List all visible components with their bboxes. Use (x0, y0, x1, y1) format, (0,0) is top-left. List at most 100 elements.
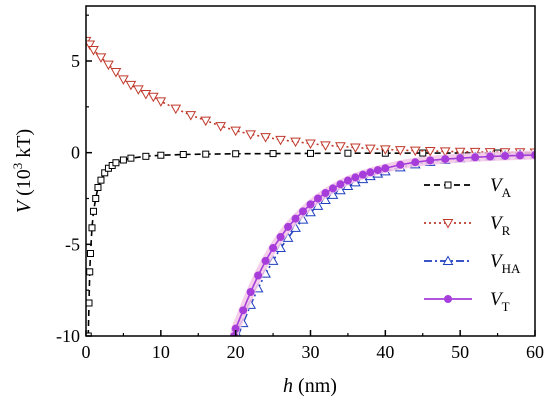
data-point-V_T (501, 151, 510, 160)
legend-swatch-marker (442, 219, 454, 229)
data-point-V_R (394, 146, 406, 156)
data-point-V_A (307, 149, 314, 157)
data-point-V_T (358, 170, 367, 179)
data-point-V_R (365, 144, 376, 155)
legend-swatch-marker (444, 181, 452, 189)
data-point-V_R (118, 75, 129, 85)
x-tick-label: 50 (451, 342, 469, 362)
data-point-V_A (344, 149, 352, 157)
data-point-V_A (119, 156, 127, 164)
data-point-V_A (94, 184, 102, 191)
legend-label-V_T: VT (490, 289, 510, 314)
data-point-V_R (95, 53, 107, 63)
legend: VA VR VHA VT (424, 175, 521, 314)
data-point-V_R (140, 90, 152, 100)
legend-swatch-marker (442, 255, 454, 265)
data-point-V_T (276, 233, 285, 241)
data-point-V_R (424, 147, 436, 157)
data-point-V_T (336, 180, 345, 189)
data-point-V_A (86, 268, 94, 276)
x-axis-title: h (nm) (283, 375, 337, 397)
series-V_A (86, 149, 535, 336)
data-point-V_R (439, 147, 451, 157)
y-tick-label: 5 (71, 51, 80, 71)
data-point-V_T (486, 152, 495, 161)
data-point-V_T (306, 200, 315, 209)
data-point-V_R (155, 97, 167, 107)
data-point-V_T (313, 194, 322, 203)
data-point-V_T (239, 306, 248, 315)
data-point-V_R (88, 46, 99, 56)
data-point-V_A (86, 332, 92, 336)
data-point-V_T (254, 271, 263, 280)
data-point-V_R (290, 137, 301, 148)
y-tick-label: 0 (71, 143, 80, 163)
data-point-V_R (350, 143, 361, 154)
x-tick-label: 40 (376, 342, 394, 362)
data-point-V_R (215, 122, 227, 132)
x-tick-label: 10 (152, 342, 170, 362)
data-point-V_T (291, 214, 300, 223)
data-point-V_R (133, 85, 144, 95)
legend-label-V_A: VA (490, 175, 512, 200)
data-point-V_A (179, 151, 187, 158)
data-point-V_T (269, 244, 278, 252)
data-point-V_T (366, 168, 375, 177)
data-point-V_R (170, 104, 182, 115)
data-point-V_T (411, 158, 420, 167)
data-point-V_R (200, 116, 212, 127)
x-tick-label: 60 (526, 342, 544, 362)
data-point-V_R (320, 141, 331, 151)
legend-item-V_T: VT (424, 289, 510, 314)
series-layer (86, 36, 535, 336)
data-point-V_T (343, 176, 352, 185)
data-point-V_A (157, 151, 165, 159)
data-point-V_T (261, 256, 270, 265)
data-point-V_T (284, 222, 293, 231)
data-point-V_A (101, 169, 109, 177)
ticks-layer: 0 10 20 30 40 50 60 -10 -5 0 5 (56, 14, 544, 362)
data-point-V_T (321, 189, 330, 197)
data-point-V_R (379, 145, 391, 155)
plot-frame (85, 5, 536, 337)
data-point-V_T (381, 164, 390, 173)
data-point-V_T (328, 184, 337, 193)
data-point-V_T (351, 173, 360, 182)
data-point-V_A (97, 176, 105, 184)
data-point-V_T (396, 160, 405, 169)
data-point-V_T (373, 166, 382, 175)
data-point-V_A (127, 154, 135, 162)
data-point-V_T (246, 288, 255, 296)
data-point-V_R (230, 126, 242, 137)
y-tick-label: -10 (56, 326, 80, 346)
data-point-V_T (426, 156, 435, 165)
legend-label-V_R: VR (490, 213, 511, 238)
legend-item-V_HA: VHA (424, 251, 521, 276)
series-V_T (229, 150, 535, 336)
x-tick-label: 0 (82, 342, 91, 362)
data-point-V_R (245, 130, 256, 140)
legend-item-V_A: VA (424, 175, 512, 200)
data-point-V_R (260, 133, 271, 143)
data-point-V_A (88, 224, 96, 232)
data-point-V_A (86, 250, 94, 257)
data-point-V_R (305, 139, 316, 150)
data-point-V_R (125, 80, 137, 91)
data-point-V_R (409, 146, 421, 157)
legend-swatch-marker (444, 295, 452, 303)
data-point-V_R (86, 40, 96, 51)
data-point-V_A (142, 152, 150, 160)
data-point-V_A (202, 150, 210, 158)
data-point-V_A (86, 299, 93, 307)
data-point-V_A (92, 195, 100, 202)
legend-label-V_HA: VHA (490, 251, 521, 276)
data-point-V_R (110, 68, 122, 78)
legend-item-V_R: VR (424, 213, 511, 238)
data-point-V_R (147, 92, 159, 103)
y-tick-label: -5 (65, 234, 80, 254)
data-point-V_T (471, 153, 480, 162)
data-point-V_R (185, 111, 197, 121)
data-point-V_A (269, 150, 277, 158)
series-V_R (86, 36, 535, 159)
data-point-V_A (89, 207, 97, 215)
